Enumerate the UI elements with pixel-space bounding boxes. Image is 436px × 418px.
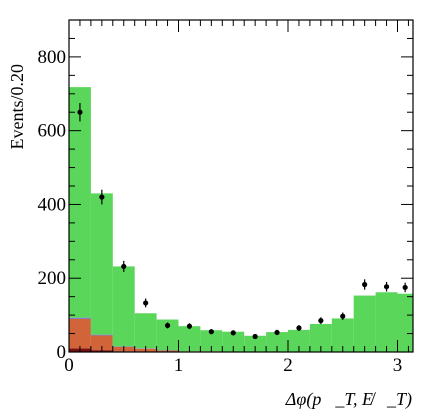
x-tick-label-1: 1 bbox=[174, 355, 184, 376]
data-point-15 bbox=[402, 284, 408, 291]
histogram-bin-3-9 bbox=[266, 332, 288, 352]
data-point-14 bbox=[383, 284, 390, 290]
data-point-9 bbox=[274, 329, 280, 336]
histogram-bin-3-14 bbox=[375, 292, 398, 352]
histogram-bin-3-11 bbox=[309, 323, 332, 352]
data-point-7 bbox=[230, 330, 236, 336]
histogram-bin-3-5 bbox=[178, 326, 201, 352]
histogram-bin-3-1 bbox=[90, 193, 113, 335]
y-tick-label-3: 600 bbox=[38, 121, 67, 142]
y-axis-title: Events/0.20 bbox=[7, 64, 27, 150]
histogram-bin-3-8 bbox=[244, 335, 267, 352]
histogram-bin-3-10 bbox=[287, 329, 310, 352]
histogram-bin-3-15 bbox=[397, 293, 413, 352]
data-points bbox=[77, 103, 408, 340]
data-point-6 bbox=[208, 329, 214, 335]
y-tick-label-4: 800 bbox=[38, 47, 67, 68]
histogram-bin-2-0 bbox=[69, 317, 91, 319]
histogram-stack bbox=[69, 87, 413, 352]
histogram-bin-3-13 bbox=[353, 295, 376, 352]
histogram-bin-2-1 bbox=[90, 334, 113, 336]
data-point-1 bbox=[99, 194, 105, 200]
histogram-bin-3-4 bbox=[156, 319, 179, 351]
histogram-bin-3-0 bbox=[69, 87, 91, 318]
tick-marks bbox=[68, 19, 413, 353]
x-tick-label-3: 3 bbox=[393, 355, 403, 376]
data-point-5 bbox=[186, 323, 193, 329]
histogram-bin-3-12 bbox=[331, 318, 354, 352]
x-tick-label-2: 2 bbox=[283, 355, 293, 376]
y-tick-label-2: 400 bbox=[38, 194, 67, 215]
histogram-bin-1-1 bbox=[90, 335, 113, 351]
histogram-bin-3-6 bbox=[200, 330, 223, 352]
histogram-bin-1-0 bbox=[69, 318, 91, 349]
y-tick-label-0: 0 bbox=[57, 342, 67, 363]
data-point-4 bbox=[164, 322, 171, 329]
x-axis-title: Δφ(p⃗_T, E̸⃗_T) bbox=[285, 389, 412, 410]
data-point-0 bbox=[77, 109, 83, 115]
y-tick-label-1: 200 bbox=[38, 268, 67, 289]
data-point-12 bbox=[340, 313, 346, 319]
tick-labels: 0 1 2 3 0 200 400 600 800 bbox=[38, 47, 403, 376]
data-point-2 bbox=[121, 263, 127, 270]
histogram-bin-3-7 bbox=[222, 331, 245, 352]
histogram-bin-3-3 bbox=[134, 313, 157, 349]
data-point-10 bbox=[296, 325, 302, 331]
data-point-8 bbox=[252, 333, 258, 340]
data-point-11 bbox=[318, 318, 324, 324]
x-tick-label-0: 0 bbox=[64, 355, 74, 376]
histogram-bin-3-2 bbox=[112, 266, 135, 347]
data-point-13 bbox=[362, 281, 368, 288]
data-point-3 bbox=[143, 300, 149, 306]
